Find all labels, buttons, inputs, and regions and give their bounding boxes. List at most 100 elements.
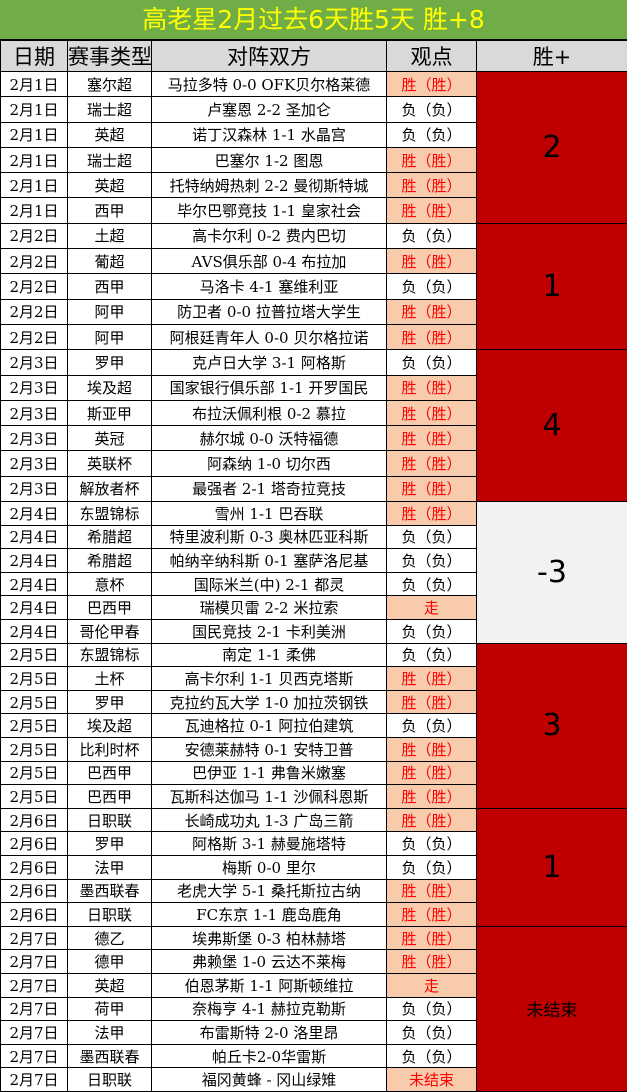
competition-cell: 葡超 — [68, 249, 152, 274]
competition-cell: 塞尔超 — [68, 72, 152, 97]
competition-cell: 罗甲 — [68, 832, 152, 856]
competition-cell: 希腊超 — [68, 525, 152, 549]
opinion-cell: 胜（胜） — [387, 198, 477, 223]
date-cell: 2月2日 — [1, 223, 68, 248]
match-cell: 瑞模贝雷 2-2 米拉索 — [152, 596, 387, 620]
match-cell: 国家银行俱乐部 1-1 开罗国民 — [152, 375, 387, 400]
opinion-cell: 胜（胜） — [387, 667, 477, 691]
competition-cell: 英超 — [68, 973, 152, 997]
header-row: 日期 赛事类型 对阵双方 观点 胜+ — [1, 41, 627, 72]
opinion-cell: 负（负） — [387, 97, 477, 122]
date-cell: 2月5日 — [1, 643, 68, 667]
competition-cell: 比利时杯 — [68, 737, 152, 761]
opinion-cell: 胜（胜） — [387, 808, 477, 832]
match-cell: 高卡尔利 0-2 费内巴切 — [152, 223, 387, 248]
day-score-cell: 1 — [477, 808, 627, 926]
day-score-cell: 2 — [477, 72, 627, 224]
opinion-cell: 胜（胜） — [387, 173, 477, 198]
competition-cell: 希腊超 — [68, 549, 152, 573]
opinion-cell: 负（负） — [387, 274, 477, 299]
competition-cell: 巴西甲 — [68, 785, 152, 809]
opinion-cell: 负（负） — [387, 549, 477, 573]
opinion-cell: 胜（胜） — [387, 400, 477, 425]
header-match: 对阵双方 — [152, 41, 387, 72]
competition-cell: 法甲 — [68, 1021, 152, 1045]
date-cell: 2月6日 — [1, 903, 68, 927]
match-cell: 克卢日大学 3-1 阿格斯 — [152, 350, 387, 375]
date-cell: 2月5日 — [1, 785, 68, 809]
match-cell: 克拉约瓦大学 1-0 加拉茨钢铁 — [152, 690, 387, 714]
date-cell: 2月1日 — [1, 173, 68, 198]
match-cell: 阿格斯 3-1 赫曼施塔特 — [152, 832, 387, 856]
competition-cell: 东盟锦标 — [68, 643, 152, 667]
match-cell: 毕尔巴鄂竞技 1-1 皇家社会 — [152, 198, 387, 223]
match-cell: 布拉沃佩利根 0-2 慕拉 — [152, 400, 387, 425]
header-date: 日期 — [1, 41, 68, 72]
date-cell: 2月6日 — [1, 808, 68, 832]
date-cell: 2月1日 — [1, 97, 68, 122]
match-cell: 老虎大学 5-1 桑托斯拉古纳 — [152, 879, 387, 903]
competition-cell: 埃及超 — [68, 375, 152, 400]
competition-cell: 英超 — [68, 122, 152, 147]
opinion-cell: 负（负） — [387, 572, 477, 596]
match-cell: 安德莱赫特 0-1 安特卫普 — [152, 737, 387, 761]
opinion-cell: 走 — [387, 596, 477, 620]
match-cell: 特里波利斯 0-3 奥林匹亚科斯 — [152, 525, 387, 549]
competition-cell: 阿甲 — [68, 299, 152, 324]
date-cell: 2月3日 — [1, 451, 68, 476]
opinion-cell: 负（负） — [387, 855, 477, 879]
competition-cell: 土杯 — [68, 667, 152, 691]
competition-cell: 巴西甲 — [68, 596, 152, 620]
opinion-cell: 胜（胜） — [387, 249, 477, 274]
competition-cell: 西甲 — [68, 198, 152, 223]
opinion-cell: 胜（胜） — [387, 476, 477, 501]
competition-cell: 法甲 — [68, 855, 152, 879]
competition-cell: 瑞士超 — [68, 147, 152, 172]
opinion-cell: 胜（胜） — [387, 147, 477, 172]
match-cell: 奈梅亨 4-1 赫拉克勒斯 — [152, 997, 387, 1021]
date-cell: 2月5日 — [1, 690, 68, 714]
date-cell: 2月1日 — [1, 72, 68, 97]
table-row: 2月1日塞尔超马拉多特 0-0 OFK贝尔格莱德胜（胜）2 — [1, 72, 627, 97]
competition-cell: 日职联 — [68, 808, 152, 832]
competition-cell: 荷甲 — [68, 997, 152, 1021]
match-cell: AVS俱乐部 0-4 布拉加 — [152, 249, 387, 274]
date-cell: 2月1日 — [1, 122, 68, 147]
match-cell: 防卫者 0-0 拉普拉塔大学生 — [152, 299, 387, 324]
table-row: 2月7日德乙埃弗斯堡 0-3 柏林赫塔胜（胜）未结束 — [1, 926, 627, 950]
opinion-cell: 胜（胜） — [387, 879, 477, 903]
opinion-cell: 胜（胜） — [387, 324, 477, 349]
date-cell: 2月7日 — [1, 973, 68, 997]
match-cell: 阿根廷青年人 0-0 贝尔格拉诺 — [152, 324, 387, 349]
competition-cell: 哥伦甲春 — [68, 620, 152, 644]
page-title: 高老星2月过去6天胜5天 胜+8 — [0, 0, 627, 40]
opinion-cell: 负（负） — [387, 620, 477, 644]
match-cell: 弗赖堡 1-0 云达不莱梅 — [152, 950, 387, 974]
opinion-cell: 胜（胜） — [387, 785, 477, 809]
competition-cell: 瑞士超 — [68, 97, 152, 122]
opinion-cell: 胜（胜） — [387, 950, 477, 974]
match-cell: 卢塞恩 2-2 圣加仑 — [152, 97, 387, 122]
match-cell: 马洛卡 4-1 塞维利亚 — [152, 274, 387, 299]
opinion-cell: 负（负） — [387, 997, 477, 1021]
match-cell: 马拉多特 0-0 OFK贝尔格莱德 — [152, 72, 387, 97]
competition-cell: 东盟锦标 — [68, 502, 152, 526]
date-cell: 2月4日 — [1, 549, 68, 573]
competition-cell: 墨西联春 — [68, 1044, 152, 1068]
opinion-cell: 胜（胜） — [387, 761, 477, 785]
match-cell: 帕纳辛纳科斯 0-1 塞萨洛尼基 — [152, 549, 387, 573]
match-cell: 最强者 2-1 塔奇拉竞技 — [152, 476, 387, 501]
match-cell: 诺丁汉森林 1-1 水晶宫 — [152, 122, 387, 147]
header-opinion: 观点 — [387, 41, 477, 72]
opinion-cell: 负（负） — [387, 832, 477, 856]
competition-cell: 斯亚甲 — [68, 400, 152, 425]
date-cell: 2月5日 — [1, 761, 68, 785]
match-cell: 巴塞尔 1-2 图恩 — [152, 147, 387, 172]
opinion-cell: 胜（胜） — [387, 426, 477, 451]
date-cell: 2月3日 — [1, 400, 68, 425]
date-cell: 2月2日 — [1, 249, 68, 274]
prediction-table: 日期 赛事类型 对阵双方 观点 胜+ 2月1日塞尔超马拉多特 0-0 OFK贝尔… — [0, 40, 627, 1092]
opinion-cell: 胜（胜） — [387, 451, 477, 476]
table-row: 2月3日罗甲克卢日大学 3-1 阿格斯负（负）4 — [1, 350, 627, 375]
opinion-cell: 负（负） — [387, 122, 477, 147]
